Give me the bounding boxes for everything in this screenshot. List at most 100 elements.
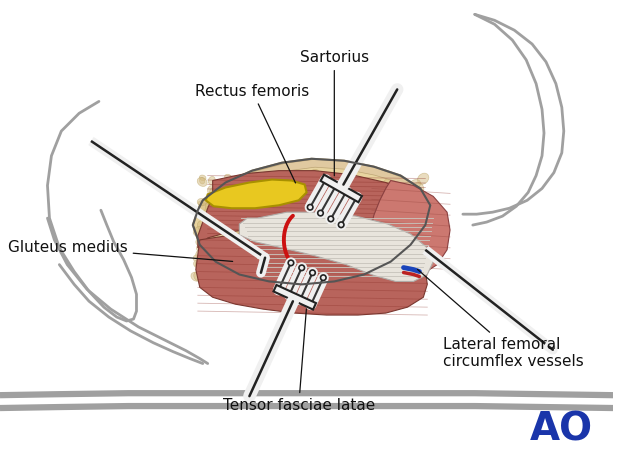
- Ellipse shape: [203, 229, 212, 241]
- Ellipse shape: [321, 239, 330, 248]
- Ellipse shape: [415, 246, 421, 253]
- Ellipse shape: [301, 198, 311, 208]
- Ellipse shape: [407, 235, 417, 247]
- Ellipse shape: [398, 218, 404, 225]
- Ellipse shape: [304, 218, 319, 230]
- Ellipse shape: [191, 272, 201, 281]
- Ellipse shape: [307, 209, 314, 217]
- Polygon shape: [370, 180, 450, 278]
- Ellipse shape: [400, 244, 405, 251]
- Ellipse shape: [402, 188, 413, 197]
- Ellipse shape: [389, 247, 397, 257]
- Polygon shape: [196, 234, 427, 315]
- Ellipse shape: [210, 213, 223, 224]
- Ellipse shape: [200, 178, 205, 184]
- Ellipse shape: [328, 216, 334, 222]
- Ellipse shape: [280, 218, 287, 225]
- Ellipse shape: [288, 260, 294, 266]
- Ellipse shape: [210, 187, 224, 201]
- Ellipse shape: [265, 205, 273, 213]
- Ellipse shape: [338, 251, 350, 263]
- Ellipse shape: [229, 237, 237, 244]
- Polygon shape: [193, 159, 430, 285]
- Ellipse shape: [296, 221, 305, 230]
- Ellipse shape: [262, 212, 275, 222]
- Ellipse shape: [312, 224, 319, 230]
- Ellipse shape: [303, 238, 314, 248]
- Ellipse shape: [208, 185, 216, 196]
- Ellipse shape: [197, 221, 206, 231]
- Ellipse shape: [390, 195, 395, 199]
- Ellipse shape: [309, 169, 320, 179]
- Ellipse shape: [317, 210, 323, 216]
- Text: AO: AO: [530, 411, 593, 449]
- Ellipse shape: [260, 238, 268, 246]
- Ellipse shape: [405, 266, 411, 274]
- Ellipse shape: [285, 232, 296, 241]
- Ellipse shape: [399, 258, 405, 266]
- Ellipse shape: [423, 229, 429, 236]
- Text: Gluteus medius: Gluteus medius: [8, 241, 232, 262]
- Ellipse shape: [197, 263, 210, 274]
- Ellipse shape: [316, 228, 328, 238]
- Ellipse shape: [362, 239, 371, 249]
- Ellipse shape: [303, 256, 311, 263]
- Ellipse shape: [278, 216, 283, 221]
- Ellipse shape: [198, 203, 210, 213]
- Ellipse shape: [200, 175, 206, 180]
- Ellipse shape: [244, 209, 259, 221]
- Polygon shape: [206, 179, 307, 208]
- Ellipse shape: [411, 269, 422, 283]
- Ellipse shape: [211, 249, 218, 257]
- Ellipse shape: [303, 213, 312, 223]
- Ellipse shape: [283, 195, 288, 201]
- Polygon shape: [273, 285, 316, 309]
- Ellipse shape: [317, 191, 324, 200]
- Ellipse shape: [224, 174, 231, 180]
- Ellipse shape: [399, 228, 406, 235]
- Ellipse shape: [197, 242, 208, 252]
- Ellipse shape: [257, 223, 267, 234]
- Ellipse shape: [270, 267, 276, 273]
- Ellipse shape: [401, 251, 409, 257]
- Ellipse shape: [206, 241, 212, 248]
- Ellipse shape: [193, 255, 198, 261]
- Ellipse shape: [378, 191, 386, 198]
- Text: Tensor fasciae latae: Tensor fasciae latae: [223, 309, 375, 413]
- Ellipse shape: [356, 213, 366, 222]
- Ellipse shape: [388, 181, 395, 189]
- Ellipse shape: [306, 208, 315, 218]
- Ellipse shape: [303, 215, 308, 219]
- Ellipse shape: [392, 252, 400, 259]
- Ellipse shape: [383, 201, 389, 206]
- Ellipse shape: [290, 246, 301, 257]
- Ellipse shape: [420, 255, 433, 267]
- Ellipse shape: [215, 268, 226, 277]
- Ellipse shape: [299, 265, 304, 270]
- Ellipse shape: [193, 226, 205, 236]
- Ellipse shape: [223, 197, 234, 211]
- Ellipse shape: [231, 192, 244, 204]
- Ellipse shape: [349, 208, 360, 219]
- Ellipse shape: [410, 196, 417, 201]
- Ellipse shape: [217, 199, 226, 207]
- Ellipse shape: [415, 189, 424, 196]
- Ellipse shape: [205, 267, 216, 280]
- Ellipse shape: [312, 250, 317, 257]
- Text: Rectus femoris: Rectus femoris: [195, 84, 309, 183]
- Ellipse shape: [221, 265, 228, 273]
- Ellipse shape: [216, 187, 223, 195]
- Ellipse shape: [231, 221, 241, 229]
- Ellipse shape: [309, 252, 315, 257]
- Ellipse shape: [208, 198, 218, 209]
- Ellipse shape: [218, 196, 230, 207]
- Ellipse shape: [356, 240, 363, 247]
- Ellipse shape: [413, 216, 423, 228]
- Ellipse shape: [348, 210, 353, 213]
- Ellipse shape: [309, 207, 321, 218]
- Ellipse shape: [322, 195, 337, 208]
- Ellipse shape: [378, 212, 388, 222]
- Ellipse shape: [326, 194, 340, 206]
- Ellipse shape: [339, 222, 344, 228]
- Ellipse shape: [268, 206, 279, 217]
